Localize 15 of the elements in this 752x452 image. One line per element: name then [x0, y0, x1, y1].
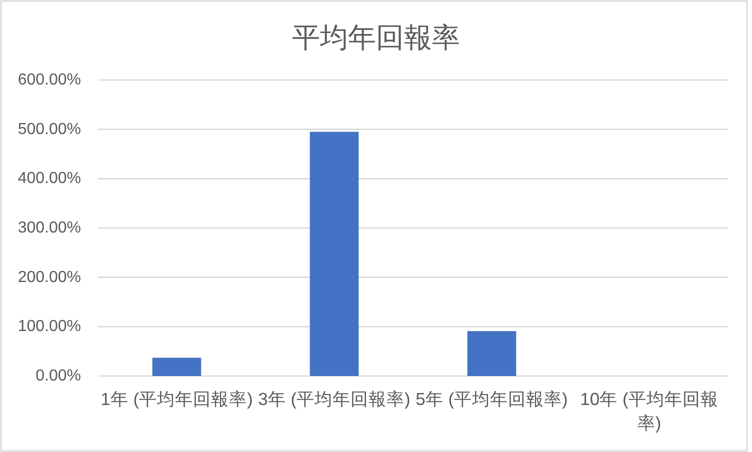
y-tick-label: 500.00%	[18, 120, 81, 138]
x-tick-label: 3年 (平均年回報率)	[258, 389, 410, 409]
x-tick-label: 10年 (平均年回報率)	[580, 389, 718, 433]
x-tick-label: 1年 (平均年回報率)	[100, 389, 253, 409]
y-tick-label: 300.00%	[18, 220, 81, 236]
y-tick-label: 600.00%	[18, 72, 81, 88]
y-tick-label: 200.00%	[18, 268, 81, 286]
bar	[310, 132, 359, 376]
chart-title: 平均年回報率	[292, 22, 460, 53]
y-tick-label: 400.00%	[18, 170, 81, 188]
bar	[467, 331, 516, 376]
y-tick-label: 0.00%	[36, 368, 81, 384]
x-tick-label: 5年 (平均年回報率)	[416, 389, 568, 409]
y-tick-label: 100.00%	[18, 318, 81, 336]
bar	[152, 358, 202, 376]
